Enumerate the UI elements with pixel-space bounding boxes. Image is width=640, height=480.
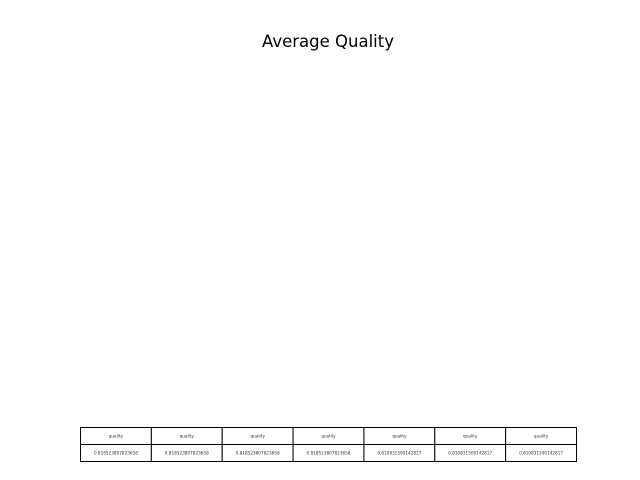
table-cell-value: 0.810831500142817: [519, 451, 563, 456]
table-header-label: quality: [321, 434, 336, 439]
table-cell-value: 0.810831500142817: [448, 451, 492, 456]
table-cell-value: 0.818523807823658: [236, 451, 280, 456]
table-cell-value: 0.818523807823658: [307, 451, 351, 456]
table-cell-value: 0.810831500142817: [377, 451, 421, 456]
table-header-label: quality: [392, 434, 407, 439]
table-cell-value: 0.818523807823658: [94, 451, 138, 456]
table-cell: [505, 444, 577, 462]
chart-title: Average Quality: [262, 32, 394, 51]
table-header-label: quality: [250, 434, 265, 439]
table-header-label: quality: [534, 434, 549, 439]
table-header-label: quality: [463, 434, 478, 439]
table-header-label: quality: [109, 434, 124, 439]
table-header-label: quality: [180, 434, 195, 439]
table-cell-value: 0.818523807823658: [165, 451, 209, 456]
